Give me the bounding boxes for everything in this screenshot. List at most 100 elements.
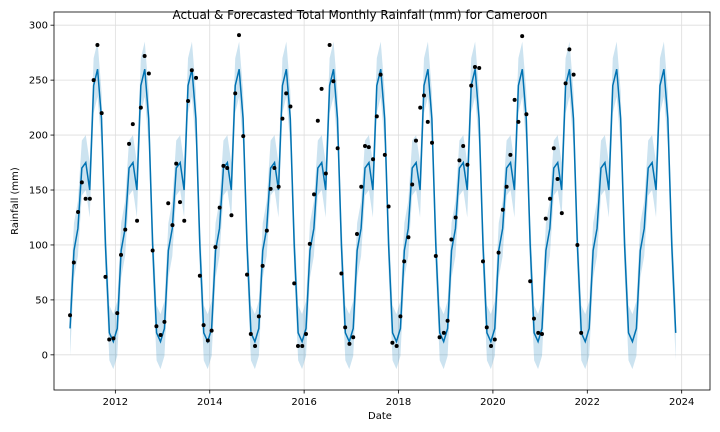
actual-point: [237, 33, 241, 37]
actual-point: [402, 259, 406, 263]
actual-point: [225, 166, 229, 170]
actual-point: [233, 91, 237, 95]
y-tick-label: 250: [29, 76, 48, 87]
actual-point: [143, 54, 147, 58]
x-tick-label: 2024: [669, 397, 694, 408]
actual-point: [123, 228, 127, 232]
actual-point: [182, 219, 186, 223]
actual-point: [154, 324, 158, 328]
actual-point: [76, 210, 80, 214]
actual-point: [249, 332, 253, 336]
actual-point: [119, 253, 123, 257]
actual-point: [336, 146, 340, 150]
x-axis-label: Date: [368, 411, 392, 422]
actual-point: [469, 84, 473, 88]
actual-point: [575, 243, 579, 247]
actual-point: [186, 99, 190, 103]
actual-point: [579, 331, 583, 335]
actual-point: [198, 274, 202, 278]
actual-point: [363, 144, 367, 148]
actual-point: [241, 134, 245, 138]
y-tick-label: 50: [35, 295, 48, 306]
actual-point: [501, 208, 505, 212]
actual-point: [449, 237, 453, 241]
actual-point: [564, 81, 568, 85]
y-axis-label: Rainfall (mm): [10, 167, 21, 235]
actual-point: [528, 279, 532, 283]
actual-point: [387, 204, 391, 208]
actual-point: [261, 264, 265, 268]
actual-point: [485, 325, 489, 329]
y-tick-label: 300: [29, 21, 48, 32]
actual-point: [316, 119, 320, 123]
actual-point: [257, 314, 261, 318]
actual-point: [426, 120, 430, 124]
actual-point: [422, 94, 426, 98]
y-tick-label: 100: [29, 240, 48, 251]
actual-point: [292, 281, 296, 285]
actual-point: [213, 245, 217, 249]
actual-point: [312, 192, 316, 196]
y-tick-label: 0: [42, 350, 48, 361]
actual-point: [516, 120, 520, 124]
actual-point: [277, 185, 281, 189]
actual-point: [477, 66, 481, 70]
actual-point: [532, 317, 536, 321]
actual-point: [438, 335, 442, 339]
actual-point: [540, 332, 544, 336]
actual-point: [410, 183, 414, 187]
actual-point: [572, 73, 576, 77]
actual-point: [347, 342, 351, 346]
actual-point: [343, 325, 347, 329]
actual-point: [418, 106, 422, 110]
actual-point: [513, 98, 517, 102]
actual-point: [520, 34, 524, 38]
actual-point: [383, 153, 387, 157]
actual-point: [505, 185, 509, 189]
actual-point: [395, 344, 399, 348]
actual-point: [162, 320, 166, 324]
actual-point: [284, 91, 288, 95]
actual-point: [390, 341, 394, 345]
actual-point: [544, 217, 548, 221]
actual-point: [481, 259, 485, 263]
actual-point: [331, 79, 335, 83]
actual-point: [107, 337, 111, 341]
actual-point: [111, 336, 115, 340]
actual-point: [296, 344, 300, 348]
actual-point: [280, 117, 284, 121]
actual-point: [178, 200, 182, 204]
actual-point: [457, 158, 461, 162]
actual-point: [367, 145, 371, 149]
actual-point: [88, 197, 92, 201]
actual-point: [253, 344, 257, 348]
actual-point: [115, 311, 119, 315]
x-tick-label: 2014: [197, 397, 222, 408]
actual-point: [229, 213, 233, 217]
actual-point: [218, 206, 222, 210]
actual-point: [206, 339, 210, 343]
actual-point: [489, 344, 493, 348]
actual-point: [473, 65, 477, 69]
actual-point: [524, 112, 528, 116]
x-tick-label: 2022: [575, 397, 600, 408]
actual-point: [210, 329, 214, 333]
actual-point: [269, 187, 273, 191]
actual-point: [288, 105, 292, 109]
chart-title: Actual & Forecasted Total Monthly Rainfa…: [173, 8, 548, 22]
actual-point: [80, 180, 84, 184]
actual-point: [103, 275, 107, 279]
actual-point: [461, 144, 465, 148]
actual-point: [304, 332, 308, 336]
actual-point: [100, 111, 104, 115]
actual-point: [92, 78, 96, 82]
actual-point: [556, 177, 560, 181]
actual-point: [359, 185, 363, 189]
x-tick-label: 2018: [386, 397, 411, 408]
actual-point: [166, 201, 170, 205]
actual-point: [446, 319, 450, 323]
actual-point: [308, 242, 312, 246]
actual-point: [493, 337, 497, 341]
actual-point: [190, 68, 194, 72]
